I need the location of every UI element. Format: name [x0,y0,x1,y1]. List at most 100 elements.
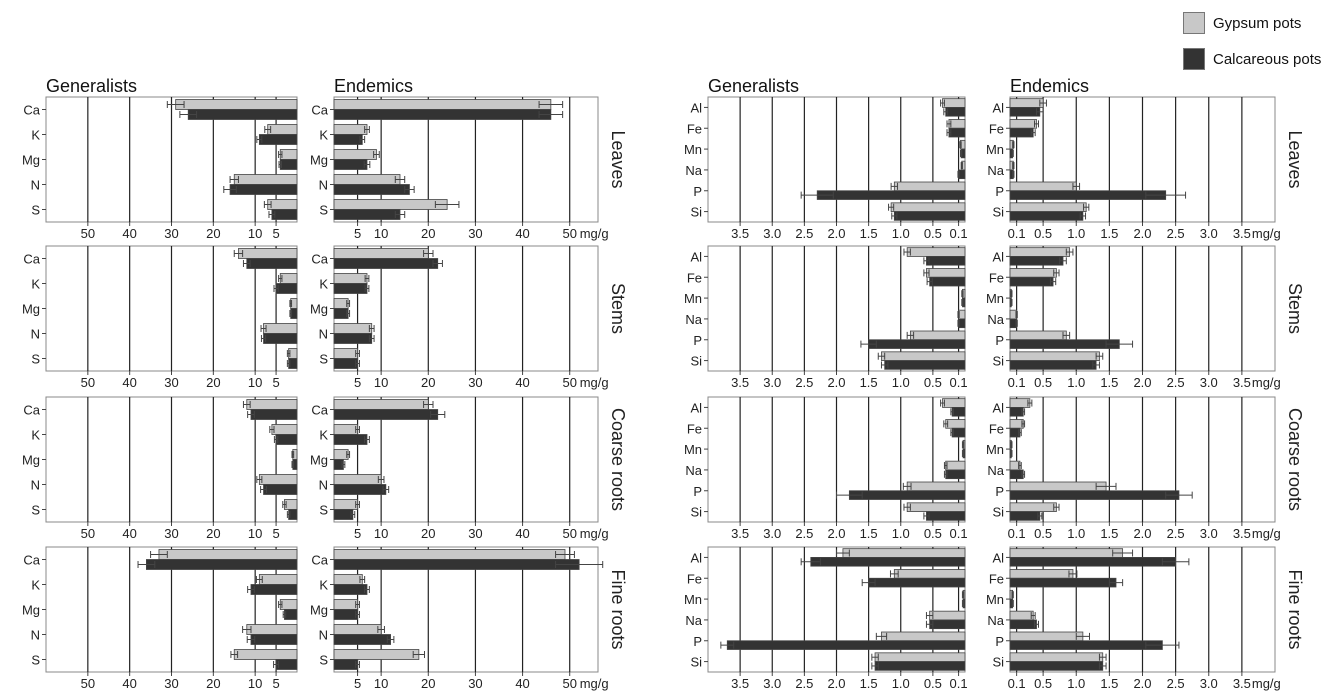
bar-calcareous-s [333,358,358,369]
category-label-fe: Fe [687,121,702,136]
bar-gypsum-ca [158,549,298,560]
x-tick-label: 30 [468,226,482,241]
x-tick-label: 1.5 [1100,226,1118,241]
x-tick-label: 3.5 [731,375,749,390]
x-tick-label: 3.0 [763,226,781,241]
x-unit-label: mg/g [1252,526,1281,541]
x-tick-label: 50 [562,676,576,691]
x-tick-label: 5 [272,226,279,241]
bar-gypsum-si [1009,351,1100,361]
bar-gypsum-fe [893,569,966,579]
category-label-fe: Fe [989,270,1004,285]
category-label-si: Si [992,505,1004,520]
category-label-k: K [319,277,328,292]
bar-gypsum-fe [926,268,966,278]
category-label-mn: Mn [986,592,1004,607]
row-label-fine-roots: Fine roots [608,569,628,649]
bar-calcareous-k [250,584,298,595]
bar-calcareous-mg [333,159,368,170]
category-label-s: S [31,503,40,518]
bar-calcareous-si [874,661,966,671]
bar-gypsum-ca [175,99,298,110]
category-label-ca: Ca [23,553,40,568]
bar-gypsum-k [333,424,358,435]
x-tick-label: 0.1 [1008,676,1026,691]
bar-gypsum-ca [333,399,429,410]
x-tick-label: 3.0 [1200,375,1218,390]
bar-calcareous-si [1009,511,1041,521]
category-label-al: Al [690,550,702,565]
category-label-si: Si [992,205,1004,220]
x-tick-label: 0.1 [950,526,968,541]
bar-calcareous-ca [333,559,580,570]
bar-calcareous-al [1009,256,1064,266]
bar-gypsum-al [1009,548,1124,558]
category-label-mg: Mg [310,453,328,468]
bar-gypsum-s [333,199,448,210]
category-label-n: N [31,327,40,342]
x-unit-label: mg/g [580,526,609,541]
bar-gypsum-n [246,624,298,635]
category-label-si: Si [992,655,1004,670]
category-label-k: K [31,578,40,593]
x-tick-label: 10 [248,375,262,390]
category-label-k: K [319,428,328,443]
bar-gypsum-mg [333,149,377,160]
x-tick-label: 30 [164,226,178,241]
category-label-mn: Mn [684,291,702,306]
bar-calcareous-fe [1009,127,1034,138]
x-tick-label: 20 [421,375,435,390]
panel-macronutrients-generalists-fine-roots: Ca K Mg NS 50 40 30 20 10 5 [22,546,298,691]
bar-gypsum-p [1009,481,1107,492]
x-tick-label: 2.5 [795,526,813,541]
row-label-stems: Stems [1285,283,1305,334]
category-label-fe: Fe [687,421,702,436]
bar-gypsum-n [333,474,382,485]
x-tick-label: 2.0 [1133,226,1151,241]
bar-gypsum-na [929,610,966,621]
x-tick-label: 1.0 [1067,526,1085,541]
bar-calcareous-k [258,134,298,145]
x-tick-label: 0.5 [1034,526,1052,541]
bar-calcareous-si [926,511,966,521]
category-label-ca: Ca [23,252,40,267]
bar-gypsum-k [279,273,298,284]
bar-calcareous-fe [1009,577,1117,588]
x-tick-label: 2.0 [1133,526,1151,541]
category-label-n: N [31,628,40,643]
bar-calcareous-na [945,469,966,480]
x-tick-label: 1.5 [1100,526,1118,541]
x-tick-label: 40 [122,526,136,541]
bar-calcareous-n [333,634,391,645]
row-label-fine-roots: Fine roots [1285,569,1305,649]
bar-calcareous-mg [333,609,358,620]
x-tick-label: 1.0 [892,676,910,691]
x-tick-label: 0.5 [924,226,942,241]
category-label-k: K [31,277,40,292]
bar-calcareous-ca [250,409,298,420]
category-label-n: N [31,478,40,493]
bar-gypsum-s [233,649,298,660]
bar-calcareous-na [1009,619,1037,630]
category-label-al: Al [992,550,1004,565]
title-left-endemics: Endemics [334,76,414,96]
legend-calcareous-swatch [1183,48,1205,70]
row-label-leaves: Leaves [1285,130,1305,188]
category-label-fe: Fe [989,121,1004,136]
x-tick-label: 1.5 [1100,375,1118,390]
x-tick-label: 10 [248,676,262,691]
category-label-k: K [31,428,40,443]
bar-calcareous-ca [187,109,298,120]
x-tick-label: 5 [354,226,361,241]
x-tick-label: 1.0 [1067,375,1085,390]
category-label-mg: Mg [22,302,40,317]
bar-gypsum-si [890,202,966,212]
x-tick-label: 3.5 [1233,676,1251,691]
bar-calcareous-si [1009,360,1097,370]
bar-calcareous-p [848,490,966,500]
x-tick-label: 2.5 [1167,226,1185,241]
category-label-p: P [693,333,702,348]
title-right-endemics: Endemics [1010,76,1090,96]
category-label-na: Na [685,613,702,628]
